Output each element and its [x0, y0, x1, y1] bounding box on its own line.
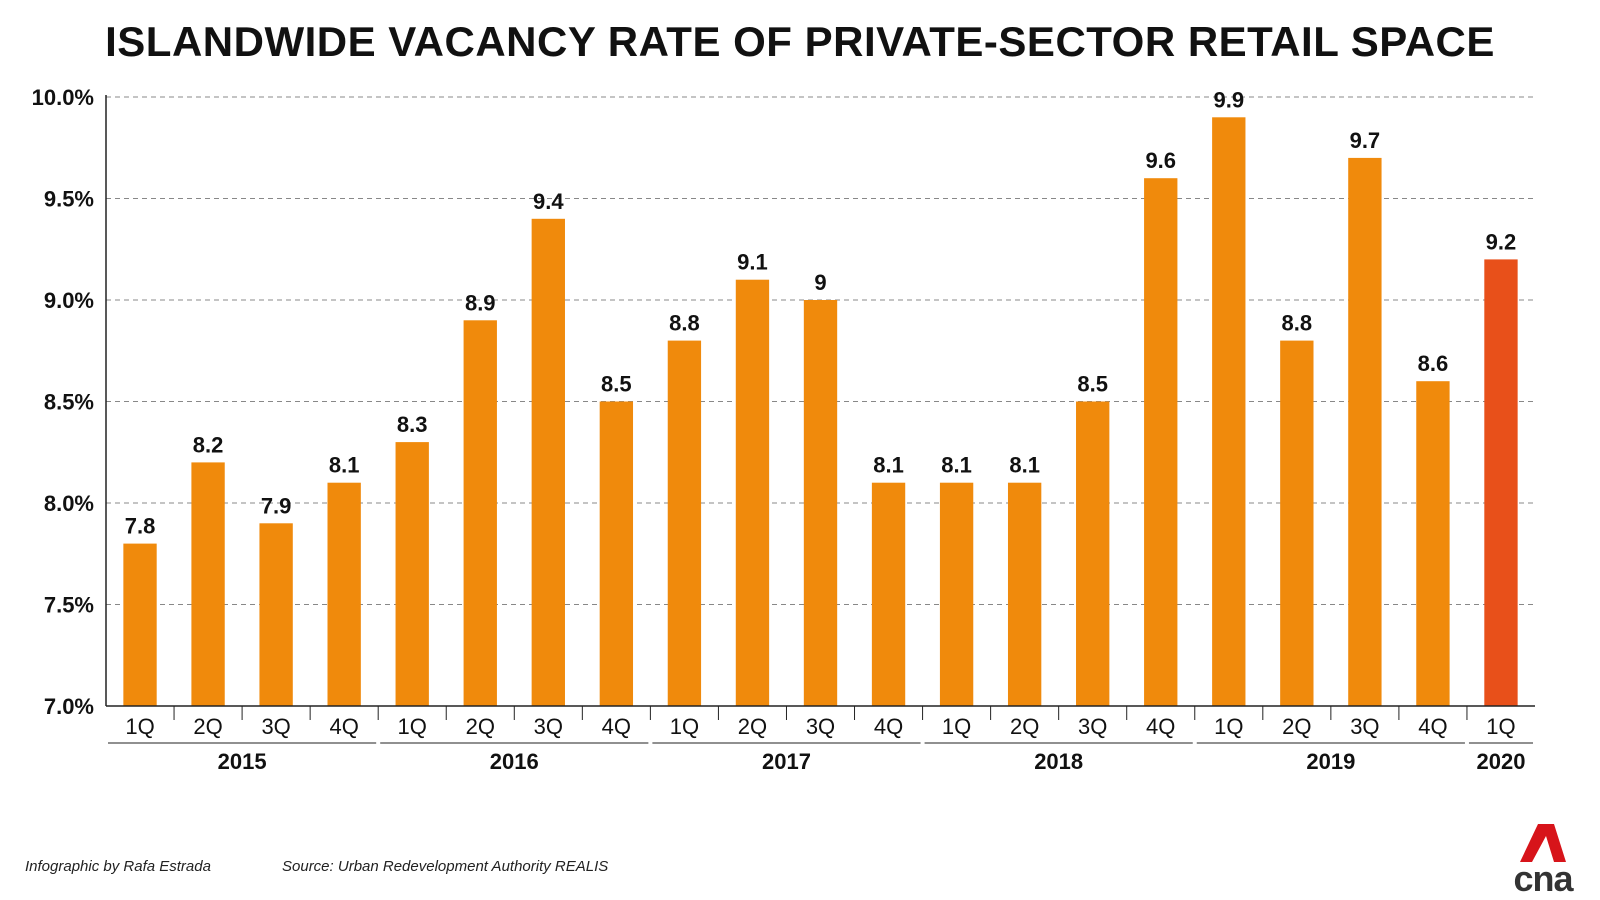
bar	[259, 523, 293, 706]
data-label: 8.1	[329, 453, 360, 478]
bar	[939, 482, 974, 706]
y-tick-label: 9.5%	[44, 187, 94, 212]
bar	[871, 482, 906, 706]
bar	[599, 401, 634, 706]
y-tick-label: 7.5%	[44, 593, 94, 618]
x-tick-label: 4Q	[602, 714, 631, 739]
x-tick-label: 2Q	[1282, 714, 1311, 739]
chart-title: ISLANDWIDE VACANCY RATE OF PRIVATE-SECTO…	[105, 18, 1495, 65]
x-tick-label: 1Q	[1486, 714, 1515, 739]
x-tick-label: 3Q	[1350, 714, 1379, 739]
group-label: 2020	[1476, 749, 1525, 774]
data-label: 9.7	[1350, 128, 1381, 153]
bar	[667, 340, 702, 706]
bar	[1144, 178, 1178, 706]
data-label: 8.8	[669, 311, 700, 336]
data-label: 8.8	[1282, 311, 1313, 336]
x-tick-label: 2Q	[1010, 714, 1039, 739]
x-tick-label: 1Q	[398, 714, 427, 739]
x-tick-label: 1Q	[1214, 714, 1243, 739]
group-label: 2017	[762, 749, 811, 774]
data-label: 8.5	[601, 372, 632, 397]
x-tick-label: 1Q	[125, 714, 154, 739]
data-label: 8.9	[465, 290, 496, 315]
data-label: 7.9	[261, 493, 292, 518]
x-tick-label: 3Q	[1078, 714, 1107, 739]
bar	[803, 300, 838, 706]
y-tick-label: 8.5%	[44, 390, 94, 415]
data-label: 8.1	[1009, 453, 1040, 478]
x-tick-label: 1Q	[942, 714, 971, 739]
group-label: 2018	[1034, 749, 1083, 774]
data-label: 8.1	[873, 453, 904, 478]
data-label: 9.9	[1213, 87, 1244, 112]
data-label: 8.2	[193, 432, 224, 457]
y-tick-label: 8.0%	[44, 491, 94, 516]
data-label: 8.3	[397, 412, 428, 437]
data-label: 9.2	[1486, 229, 1517, 254]
source-note: Source: Urban Redevelopment Authority RE…	[282, 858, 609, 875]
group-label: 2016	[490, 749, 539, 774]
logo-text: cna	[1513, 858, 1573, 899]
data-label: 8.1	[941, 453, 972, 478]
bar	[531, 218, 565, 707]
bar	[1348, 157, 1382, 706]
group-label: 2015	[218, 749, 267, 774]
x-tick-label: 2Q	[738, 714, 767, 739]
x-tick-label: 4Q	[1146, 714, 1175, 739]
x-tick-label: 2Q	[193, 714, 222, 739]
labels-layer: 7.8 8.2 7.9 8.1 8.3 8.9 9.4 8.5 8.8 9.1 9 8.1 8.1 8.1…	[125, 87, 1517, 538]
data-label: 8.5	[1077, 372, 1108, 397]
data-label: 8.6	[1418, 351, 1449, 376]
bar	[327, 482, 361, 706]
x-tick-label: 2Q	[466, 714, 495, 739]
bar	[1076, 401, 1110, 706]
data-label: 9.1	[737, 250, 768, 275]
bar	[191, 462, 225, 706]
x-tick-label: 3Q	[534, 714, 563, 739]
bar	[395, 442, 429, 706]
bar	[1416, 381, 1450, 706]
y-tick-label: 9.0%	[44, 288, 94, 313]
cna-logo: cna	[1508, 818, 1578, 899]
data-label: 7.8	[125, 514, 156, 539]
bar	[1280, 340, 1314, 706]
x-tick-label: 4Q	[1418, 714, 1447, 739]
cna-logo-icon	[1520, 824, 1566, 862]
y-tick-label: 7.0%	[44, 694, 94, 719]
data-label: 9.4	[533, 189, 564, 214]
x-tick-label: 1Q	[670, 714, 699, 739]
data-label: 9	[814, 270, 826, 295]
bar	[123, 543, 157, 706]
bars-layer	[123, 117, 1518, 707]
group-label: 2019	[1306, 749, 1355, 774]
bar	[1007, 482, 1042, 706]
x-tick-label: 3Q	[806, 714, 835, 739]
x-tick-label: 4Q	[874, 714, 903, 739]
credit-note: Infographic by Rafa Estrada	[25, 858, 211, 875]
x-tick-label: 4Q	[329, 714, 358, 739]
bar	[1212, 117, 1246, 707]
y-tick-label: 10.0%	[32, 85, 94, 110]
bar	[1484, 259, 1518, 706]
data-label: 9.6	[1145, 148, 1176, 173]
x-tick-label: 3Q	[261, 714, 290, 739]
bar	[735, 279, 770, 706]
bar	[463, 320, 497, 706]
axis-layer: 7.0% 7.5% 8.0% 8.5% 9.0% 9.5% 10.0% 1Q 2Q 3Q 4Q 1Q 2…	[32, 85, 1535, 774]
